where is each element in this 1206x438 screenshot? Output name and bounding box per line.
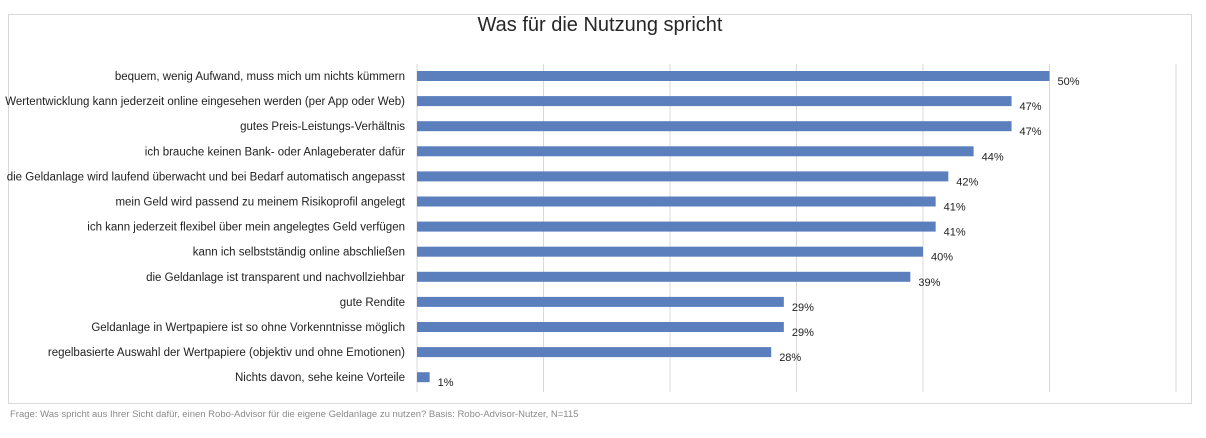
bar: [417, 221, 936, 232]
value-label: 40%: [931, 252, 953, 264]
value-label: 39%: [918, 277, 940, 289]
bar: [417, 246, 923, 257]
category-label: bequem, wenig Aufwand, muss mich um nich…: [115, 71, 405, 83]
category-label: kann ich selbstständig online abschließe…: [193, 247, 405, 259]
category-label: regelbasierte Auswahl der Wertpapiere (o…: [48, 347, 405, 359]
category-label: Nichts davon, sehe keine Vorteile: [235, 372, 405, 384]
value-label: 29%: [792, 327, 814, 339]
category-label: die Geldanlage ist transparent und nachv…: [146, 272, 405, 284]
category-label: gutes Preis-Leistungs-Verhältnis: [240, 121, 405, 133]
bar: [417, 146, 974, 157]
bar: [417, 121, 1012, 132]
bar: [417, 96, 1012, 107]
category-label: gute Rendite: [340, 297, 405, 309]
bar: [417, 347, 772, 358]
value-label: 44%: [982, 151, 1004, 163]
value-label: 29%: [792, 302, 814, 314]
bar: [417, 196, 936, 207]
value-label: 47%: [1020, 101, 1042, 113]
chart-title: Was für die Nutzung spricht: [477, 14, 723, 36]
value-label: 47%: [1020, 126, 1042, 138]
bar: [417, 171, 949, 182]
category-label: Geldanlage in Wertpapiere ist so ohne Vo…: [91, 322, 405, 334]
category-label: mein Geld wird passend zu meinem Risikop…: [115, 197, 405, 209]
bar: [417, 372, 430, 383]
category-label: die Geldanlage wird laufend überwacht un…: [7, 171, 406, 183]
value-label: 50%: [1058, 76, 1080, 88]
footnote: Frage: Was spricht aus Ihrer Sicht dafür…: [10, 409, 579, 420]
bar: [417, 322, 784, 332]
category-label: ich kann jederzeit flexibel über mein an…: [87, 222, 405, 234]
category-label: ich brauche keinen Bank- oder Anlagebera…: [145, 146, 405, 158]
value-label: 41%: [944, 227, 966, 239]
value-label: 42%: [956, 176, 978, 188]
bar: [417, 71, 1050, 81]
category-label: Wertentwicklung kann jederzeit online ei…: [5, 96, 405, 108]
bar: [417, 296, 784, 307]
value-label: 41%: [944, 202, 966, 214]
bar: [417, 271, 911, 282]
value-label: 1%: [438, 377, 454, 389]
value-label: 28%: [779, 352, 801, 364]
